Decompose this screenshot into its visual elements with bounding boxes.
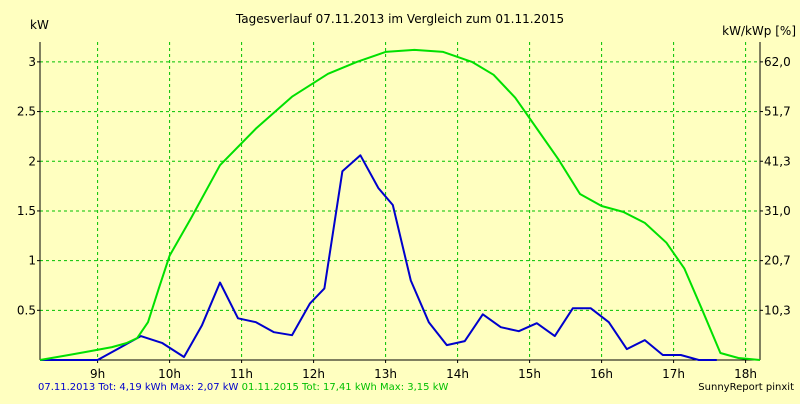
x-tick-label: 14h xyxy=(446,367,469,381)
chart-title: Tagesverlauf 07.11.2013 im Vergleich zum… xyxy=(235,12,564,26)
x-tick-label: 11h xyxy=(230,367,253,381)
series-line-2013 xyxy=(40,154,717,361)
y-tick-label-left: 0.5 xyxy=(17,303,36,317)
x-tick-label: 10h xyxy=(158,367,181,381)
legend-series-2013: 07.11.2013 Tot: 4,19 kWh Max: 2,07 kW xyxy=(38,382,239,393)
x-tick-label: 16h xyxy=(590,367,613,381)
x-tick-label: 15h xyxy=(518,367,541,381)
right-axis-unit: kW/kWp [%] xyxy=(722,24,796,38)
x-tick-label: 17h xyxy=(662,367,685,381)
y-tick-label-left: 3 xyxy=(28,55,36,69)
y-tick-label-right: 62,0 xyxy=(764,55,791,69)
y-tick-label-left: 2.5 xyxy=(17,105,36,119)
footer-credit: SunnyReport pinxit xyxy=(698,382,794,393)
left-axis-unit: kW xyxy=(30,18,49,32)
y-tick-label-right: 41,3 xyxy=(764,154,791,168)
y-tick-label-right: 10,3 xyxy=(764,303,791,317)
x-tick-label: 13h xyxy=(374,367,397,381)
series-line-2015 xyxy=(39,48,761,361)
footer-legend: 07.11.2013 Tot: 4,19 kWh Max: 2,07 kW 01… xyxy=(38,382,448,393)
x-tick-label: 18h xyxy=(734,367,757,381)
y-tick-label-left: 1 xyxy=(28,254,36,268)
legend-series-2015: 01.11.2015 Tot: 17,41 kWh Max: 3,15 kW xyxy=(241,382,449,393)
y-tick-label-right: 20,7 xyxy=(764,254,791,268)
x-tick-label: 9h xyxy=(90,367,105,381)
x-tick-label: 12h xyxy=(302,367,325,381)
y-tick-label-right: 51,7 xyxy=(764,105,791,119)
y-tick-label-left: 1.5 xyxy=(17,204,36,218)
y-tick-label-left: 2 xyxy=(28,154,36,168)
y-tick-label-right: 31,0 xyxy=(764,204,791,218)
